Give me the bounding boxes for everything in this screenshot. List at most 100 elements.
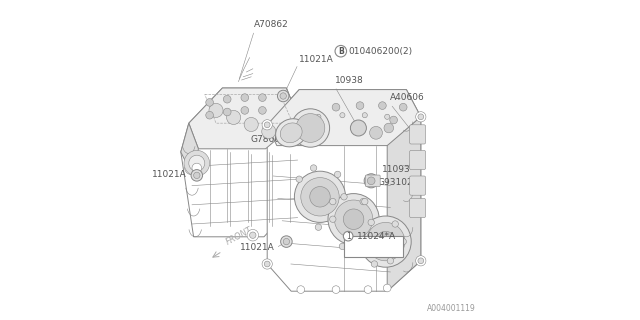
Circle shape [418, 258, 424, 264]
Circle shape [244, 117, 259, 132]
Text: A004001119: A004001119 [426, 304, 475, 313]
Circle shape [364, 286, 372, 293]
Text: A70862: A70862 [254, 20, 289, 29]
Circle shape [296, 114, 324, 142]
Circle shape [192, 163, 202, 173]
Ellipse shape [276, 119, 307, 147]
Text: 11024*A: 11024*A [357, 232, 396, 241]
Circle shape [360, 198, 367, 205]
Circle shape [280, 93, 287, 99]
Circle shape [223, 108, 231, 116]
Circle shape [330, 198, 336, 205]
Circle shape [223, 95, 231, 103]
Circle shape [370, 126, 383, 139]
Circle shape [259, 107, 266, 114]
Circle shape [375, 231, 396, 252]
Circle shape [368, 219, 374, 226]
Circle shape [262, 120, 273, 130]
FancyBboxPatch shape [365, 175, 380, 187]
Text: G93102: G93102 [378, 178, 413, 187]
Circle shape [344, 209, 364, 229]
Circle shape [247, 229, 259, 241]
Circle shape [341, 194, 347, 200]
Circle shape [343, 231, 353, 241]
Circle shape [362, 198, 368, 205]
Circle shape [399, 103, 407, 111]
Polygon shape [387, 117, 421, 291]
Circle shape [209, 103, 223, 117]
Circle shape [301, 178, 339, 216]
Circle shape [364, 174, 378, 188]
Circle shape [310, 187, 330, 207]
Text: 11093: 11093 [383, 165, 411, 174]
Circle shape [356, 102, 364, 109]
Polygon shape [268, 90, 421, 146]
FancyBboxPatch shape [410, 125, 426, 144]
Circle shape [335, 45, 347, 57]
Circle shape [416, 256, 426, 266]
Circle shape [206, 99, 214, 106]
Polygon shape [189, 88, 300, 149]
Circle shape [184, 150, 210, 176]
Circle shape [392, 221, 398, 227]
Circle shape [315, 224, 321, 230]
Circle shape [330, 216, 336, 222]
Circle shape [206, 111, 214, 119]
Text: G78604: G78604 [251, 135, 287, 144]
Circle shape [379, 102, 386, 109]
Circle shape [383, 284, 391, 292]
Circle shape [264, 261, 270, 267]
Circle shape [296, 176, 302, 182]
Circle shape [332, 103, 340, 111]
Circle shape [250, 232, 256, 238]
FancyBboxPatch shape [344, 236, 403, 257]
Text: 1: 1 [346, 232, 351, 241]
Circle shape [189, 155, 205, 171]
Text: FRONT: FRONT [224, 225, 253, 246]
Circle shape [262, 259, 273, 269]
Text: B: B [338, 47, 344, 56]
Circle shape [191, 170, 202, 181]
Text: 11021A: 11021A [300, 55, 334, 64]
Circle shape [194, 172, 200, 179]
Circle shape [332, 286, 340, 293]
Circle shape [339, 243, 346, 250]
Circle shape [241, 107, 249, 114]
Text: 11021A: 11021A [240, 244, 275, 252]
Circle shape [362, 113, 367, 118]
Circle shape [283, 238, 289, 245]
Circle shape [367, 177, 375, 185]
Circle shape [335, 171, 341, 178]
Circle shape [294, 171, 346, 222]
Circle shape [316, 114, 321, 119]
Circle shape [371, 261, 378, 267]
Circle shape [280, 236, 292, 247]
Circle shape [400, 238, 406, 245]
Circle shape [340, 113, 345, 118]
Text: 10938: 10938 [335, 76, 364, 85]
FancyBboxPatch shape [410, 198, 426, 218]
Text: 010406200(2): 010406200(2) [348, 47, 412, 56]
Circle shape [335, 200, 372, 238]
Circle shape [360, 216, 412, 267]
Polygon shape [181, 88, 300, 237]
Circle shape [367, 222, 405, 261]
Circle shape [259, 94, 266, 101]
Text: A40606: A40606 [390, 93, 425, 102]
Circle shape [297, 286, 305, 293]
Circle shape [385, 114, 390, 119]
Ellipse shape [280, 123, 302, 143]
Circle shape [291, 109, 330, 147]
Polygon shape [268, 90, 421, 291]
Circle shape [264, 122, 270, 128]
Circle shape [387, 258, 394, 264]
Circle shape [278, 90, 289, 102]
Text: 11021A: 11021A [152, 170, 187, 179]
Circle shape [384, 123, 394, 133]
Circle shape [241, 94, 249, 101]
Circle shape [390, 116, 397, 124]
Circle shape [227, 110, 241, 124]
Circle shape [262, 124, 276, 139]
Circle shape [310, 165, 317, 171]
Circle shape [351, 120, 367, 136]
